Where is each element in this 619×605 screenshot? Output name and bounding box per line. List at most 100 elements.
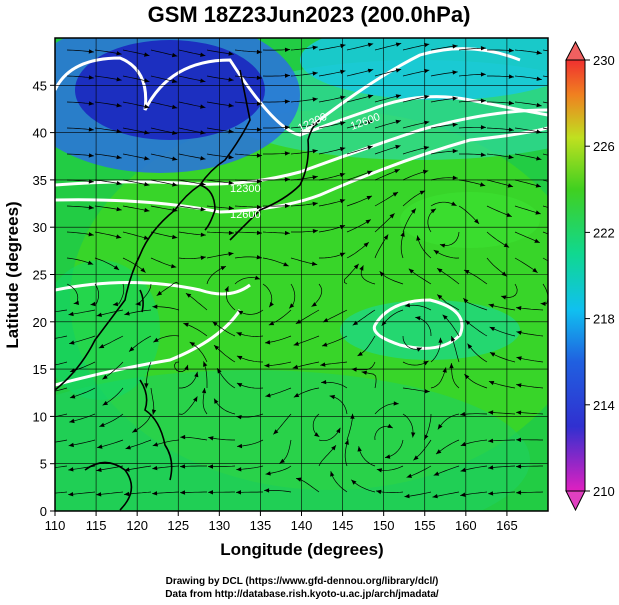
x-tick-label: 130 bbox=[208, 518, 230, 533]
streamline-arrowhead bbox=[208, 464, 213, 469]
streamline-arrowhead bbox=[416, 235, 421, 241]
streamline-arrowhead bbox=[465, 320, 471, 326]
streamline-arrowhead bbox=[314, 432, 320, 437]
colorbar: 210 214 218 222 226 230 bbox=[565, 40, 615, 512]
streamline-arrowhead bbox=[363, 242, 369, 248]
streamline-arrowhead bbox=[144, 182, 150, 187]
streamline-arrowhead bbox=[312, 175, 318, 180]
streamline-arrowhead bbox=[452, 44, 458, 49]
streamline-arrowhead bbox=[201, 388, 207, 394]
streamline-arrowhead bbox=[400, 231, 405, 237]
contour-line bbox=[372, 298, 464, 350]
streamline-arrowhead bbox=[423, 145, 430, 151]
x-axis-label: Longitude (degrees) bbox=[220, 540, 383, 559]
cool-patch-west bbox=[55, 260, 160, 400]
y-tick-label: 45 bbox=[33, 78, 47, 93]
streamline-arrowhead bbox=[180, 434, 186, 440]
streamline-arrowhead bbox=[236, 467, 242, 472]
streamline-arrowhead bbox=[516, 490, 522, 495]
streamline-arrowhead bbox=[256, 75, 262, 80]
streamline-arrowhead bbox=[419, 190, 426, 195]
streamline-arrowhead bbox=[464, 270, 470, 275]
streamline-arrowhead bbox=[113, 265, 120, 270]
streamline-arrowhead bbox=[460, 411, 466, 417]
streamline-arrowhead bbox=[489, 327, 495, 332]
streamline-arrowhead bbox=[359, 265, 364, 271]
streamline-arrowhead bbox=[424, 68, 430, 74]
streamline-arrowhead bbox=[189, 342, 195, 347]
streamline-arrowhead bbox=[228, 251, 234, 257]
streamline-arrowhead bbox=[452, 175, 458, 180]
streamline-arrowhead bbox=[69, 418, 75, 424]
streamline-arrowhead bbox=[171, 52, 178, 58]
streamline-arrowhead bbox=[312, 97, 318, 102]
streamline-arrowhead bbox=[432, 494, 438, 499]
streamline-arrowhead bbox=[480, 72, 486, 77]
streamline-arrowhead bbox=[480, 125, 486, 130]
streamline-arrowhead bbox=[311, 261, 318, 266]
streamline-arrowhead bbox=[256, 255, 262, 260]
streamline-arrowhead bbox=[193, 396, 198, 402]
streamline-arrowhead bbox=[68, 442, 74, 448]
streamline-arrowhead bbox=[236, 355, 243, 360]
streamline-arrowhead bbox=[367, 42, 374, 47]
streamline-arrowhead bbox=[284, 47, 290, 52]
streamline-arrowhead bbox=[423, 120, 430, 125]
streamline-arrowhead bbox=[536, 102, 542, 108]
streamline-arrowhead bbox=[312, 71, 318, 76]
streamline-arrowhead bbox=[336, 427, 341, 434]
streamline-arrowhead bbox=[172, 104, 178, 109]
streamline-arrowhead bbox=[124, 311, 130, 316]
streamline-arrowhead bbox=[200, 156, 206, 161]
streamline-arrowhead bbox=[479, 182, 486, 187]
streamline-arrowhead bbox=[256, 179, 262, 184]
streamline-arrowhead bbox=[436, 449, 442, 455]
streamline-arrowhead bbox=[367, 94, 374, 99]
streamline-arrowhead bbox=[508, 48, 514, 53]
streamline-arrowhead bbox=[442, 367, 447, 373]
streamline-arrowhead bbox=[422, 169, 429, 175]
colorbar-tick-label: 226 bbox=[593, 139, 615, 154]
streamline-arrowhead bbox=[284, 203, 290, 209]
colorbar-tick-label: 210 bbox=[593, 484, 615, 499]
contour-line bbox=[55, 309, 242, 387]
contour-line bbox=[55, 281, 251, 296]
streamline-arrowhead bbox=[284, 230, 290, 236]
contour-label: 12300 bbox=[230, 183, 261, 195]
streamline-arrowhead bbox=[88, 153, 94, 158]
streamline-arrowhead bbox=[413, 455, 419, 461]
high-warm-patch bbox=[400, 192, 540, 248]
coastline-japan bbox=[229, 119, 321, 241]
contour-label: 12600 bbox=[230, 209, 261, 221]
streamline bbox=[55, 361, 68, 366]
streamline bbox=[55, 413, 68, 418]
streamline bbox=[55, 309, 68, 313]
streamline-arrowhead bbox=[534, 238, 540, 243]
streamline-arrowhead bbox=[68, 492, 74, 497]
streamline-arrowhead bbox=[237, 310, 244, 315]
x-tick-label: 155 bbox=[414, 518, 436, 533]
streamline-arrowhead bbox=[88, 232, 94, 237]
streamline-arrowhead bbox=[321, 380, 327, 385]
streamline-arrowhead bbox=[116, 155, 122, 160]
streamline-arrowhead bbox=[265, 393, 271, 398]
streamline-arrowhead bbox=[416, 347, 422, 352]
streamline-arrowhead bbox=[357, 446, 362, 452]
streamline bbox=[55, 465, 68, 468]
streamline-arrowhead bbox=[532, 267, 538, 273]
streamline-arrowhead bbox=[144, 78, 150, 83]
streamline-arrowhead bbox=[393, 401, 399, 406]
streamline-arrowhead bbox=[437, 294, 443, 300]
coastline-philippines bbox=[139, 379, 173, 481]
colorbar-bottom-triangle bbox=[565, 490, 586, 512]
streamline-arrowhead bbox=[540, 301, 546, 306]
streamline-arrowhead bbox=[208, 490, 213, 495]
streamline-arrowhead bbox=[116, 129, 122, 134]
streamline-arrowhead bbox=[236, 383, 243, 388]
streamline-arrowhead bbox=[41, 338, 46, 342]
streamline-arrowhead bbox=[357, 351, 363, 356]
streamline-arrowhead bbox=[269, 301, 274, 308]
streamline-arrowhead bbox=[376, 468, 383, 473]
streamline-arrowhead bbox=[442, 314, 448, 320]
streamline-arrowhead bbox=[268, 321, 275, 326]
